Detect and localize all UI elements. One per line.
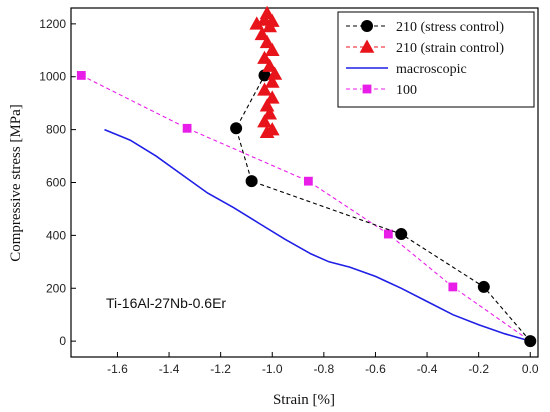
data-point <box>395 228 408 241</box>
y-tick-label: 600 <box>46 176 66 190</box>
legend-label: 100 <box>396 83 417 98</box>
data-point <box>257 50 272 64</box>
data-point <box>262 58 278 72</box>
data-point <box>262 106 278 120</box>
y-tick-label: 400 <box>46 228 66 242</box>
data-point <box>181 122 193 134</box>
data-point <box>264 13 280 27</box>
data-point <box>302 175 314 187</box>
x-tick-label: -0.6 <box>365 362 386 376</box>
x-tick-label: -1.6 <box>107 362 128 376</box>
legend-label: 210 (strain control) <box>396 41 504 56</box>
data-point <box>264 90 280 104</box>
data-point <box>524 335 537 348</box>
data-point <box>254 26 270 41</box>
legend-marker <box>361 20 373 32</box>
series-2 <box>104 128 531 342</box>
annotation-label: Ti-16Al-27Nb-0.6Er <box>106 295 226 311</box>
data-point <box>477 280 490 293</box>
series-line <box>81 74 531 342</box>
data-point <box>259 5 275 19</box>
x-tick-label: -1.4 <box>159 362 180 376</box>
y-tick-label: 1000 <box>39 70 66 84</box>
series-0 <box>230 69 537 348</box>
x-tick-label: -0.8 <box>314 362 335 376</box>
series-line <box>235 75 531 342</box>
data-point <box>264 74 280 88</box>
x-tick-label: -1.0 <box>262 362 283 376</box>
data-point <box>257 114 272 128</box>
x-axis-title: Strain [%] <box>273 392 335 408</box>
data-point <box>245 175 258 188</box>
legend-marker <box>359 39 375 53</box>
series-line <box>104 128 531 342</box>
legend-label: macroscopic <box>396 62 467 77</box>
x-tick-label: -0.4 <box>417 362 438 376</box>
y-tick-label: 800 <box>46 123 66 137</box>
series-1 <box>249 5 283 138</box>
data-point <box>259 34 275 49</box>
data-point <box>257 82 272 96</box>
legend: 210 (stress control) 210 (strain control)… <box>337 11 535 108</box>
data-point <box>75 69 87 82</box>
data-point <box>264 42 280 57</box>
data-point <box>264 122 280 136</box>
legend-label: 210 (stress control) <box>396 20 504 35</box>
data-point <box>382 228 394 240</box>
y-axis-title: Compressive stress [MPa] <box>8 104 24 262</box>
data-point <box>447 281 459 293</box>
y-tick-label: 0 <box>59 334 66 348</box>
x-tick-label: 0.0 <box>522 362 539 376</box>
x-tick-label: -0.2 <box>468 362 489 376</box>
legend-marker <box>361 83 373 95</box>
data-point <box>230 122 243 135</box>
data-point <box>259 98 275 112</box>
y-tick-label: 1200 <box>39 17 66 31</box>
series-layer <box>75 5 537 348</box>
x-tick-label: -1.2 <box>210 362 231 376</box>
data-point <box>267 66 283 80</box>
y-tick-label: 200 <box>46 281 66 295</box>
axis-ticks: -1.6 -1.4 -1.2 -1.0 -0.8 -0.6 -0.4 -0.2 0.0 0 200 4… <box>39 17 539 376</box>
